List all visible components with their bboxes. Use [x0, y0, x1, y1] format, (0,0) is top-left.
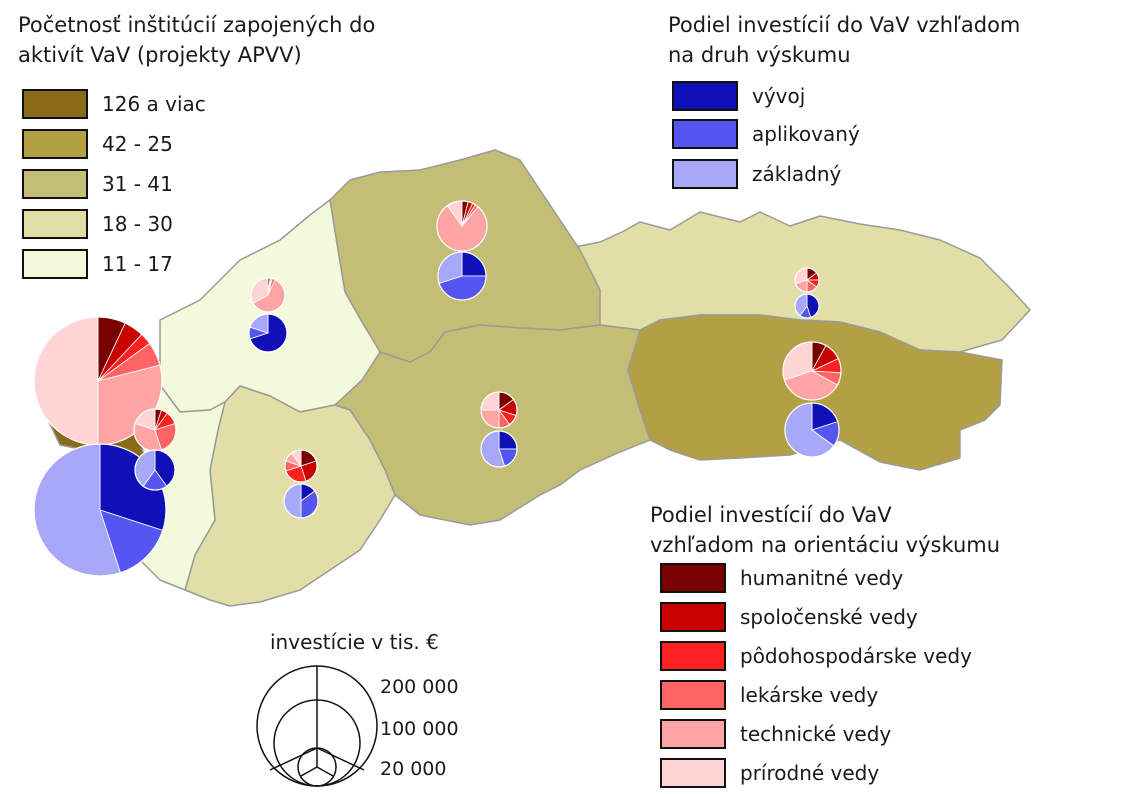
pie-slice — [33, 316, 99, 446]
pie-outline — [480, 391, 518, 429]
legend-label: humanitné vedy — [740, 566, 904, 590]
legend-swatch — [660, 719, 726, 749]
legend-orientation-social: spoločenské vedy — [660, 601, 918, 633]
institutions-legend-title: Početnosť inštitúcií zapojených do aktiv… — [18, 10, 375, 70]
legend-orientation-humanities: humanitné vedy — [660, 562, 903, 594]
scale-value-20000: 20 000 — [380, 758, 447, 780]
legend-swatch — [672, 119, 738, 149]
pie-trencin-orientation — [250, 277, 286, 313]
legend-swatch — [660, 680, 726, 710]
legend-label: 18 - 30 — [102, 212, 173, 236]
legend-swatch — [660, 563, 726, 593]
pie-outline — [794, 293, 820, 319]
pie-outline — [33, 443, 167, 577]
legend-orientation-natural: prírodné vedy — [660, 757, 879, 789]
legend-orientation-technical: technické vedy — [660, 718, 891, 750]
legend-label: technické vedy — [740, 722, 892, 746]
legend-class-3: 31 - 41 — [22, 168, 173, 200]
legend-swatch — [660, 602, 726, 632]
pie-trencin-type — [248, 313, 288, 353]
pie-nitra-type — [283, 483, 319, 519]
pie-kosice-type — [784, 402, 840, 458]
pie-zilina-type — [437, 251, 487, 301]
legend-label: pôdohospodárske vedy — [740, 644, 972, 668]
pie-banska-bystrica-orientation — [480, 391, 518, 429]
legend-label: 126 a viac — [102, 92, 206, 116]
legend-swatch — [672, 159, 738, 189]
pie-outline — [248, 313, 288, 353]
orientation-legend-title-line1: Podiel investícií do VaV — [650, 503, 892, 527]
legend-label: aplikovaný — [752, 122, 860, 146]
legend-type-basic: základný — [672, 158, 841, 190]
pie-outline — [480, 430, 518, 468]
pie-bratislava-orientation — [33, 316, 163, 446]
legend-swatch — [22, 169, 88, 199]
pie-outline — [436, 200, 488, 252]
legend-class-5: 11 - 17 — [22, 248, 173, 280]
legend-swatch — [672, 81, 738, 111]
pie-outline — [134, 449, 176, 491]
legend-swatch — [22, 89, 88, 119]
pie-kosice-orientation — [782, 341, 842, 401]
legend-swatch — [660, 641, 726, 671]
orientation-legend-title-line2: vzhľadom na orientáciu výskumu — [650, 533, 1001, 557]
legend-label: 42 - 25 — [102, 132, 173, 156]
legend-label: 31 - 41 — [102, 172, 173, 196]
pie-outline — [784, 402, 840, 458]
pie-outline — [250, 277, 286, 313]
investment-scale-graphic — [256, 665, 378, 787]
legend-type-development: vývoj — [672, 80, 805, 112]
pie-outline — [284, 449, 318, 483]
pie-outline — [437, 251, 487, 301]
institutions-legend-title-line2: aktivít VaV (projekty APVV) — [18, 43, 302, 67]
legend-label: vývoj — [752, 84, 806, 108]
orientation-legend-title: Podiel investícií do VaV vzhľadom na ori… — [650, 500, 1000, 560]
pie-trnava-orientation — [133, 408, 177, 452]
investment-scale-title: investície v tis. € — [270, 630, 439, 654]
research-type-legend-title: Podiel investícií do VaV vzhľadom na dru… — [668, 10, 1020, 70]
scale-value-200000: 200 000 — [380, 676, 459, 698]
legend-class-1: 126 a viac — [22, 88, 206, 120]
legend-swatch — [22, 129, 88, 159]
legend-class-4: 18 - 30 — [22, 208, 173, 240]
institutions-legend-title-line1: Početnosť inštitúcií zapojených do — [18, 13, 376, 37]
legend-label: 11 - 17 — [102, 252, 173, 276]
legend-swatch — [22, 209, 88, 239]
pie-outline — [283, 483, 319, 519]
legend-orientation-agricultural: pôdohospodárske vedy — [660, 640, 972, 672]
pie-outline — [794, 267, 820, 293]
legend-class-2: 42 - 25 — [22, 128, 173, 160]
legend-type-applied: aplikovaný — [672, 118, 860, 150]
legend-label: základný — [752, 162, 842, 186]
legend-label: prírodné vedy — [740, 761, 880, 785]
pie-trnava-type — [134, 449, 176, 491]
research-type-legend-title-line2: na druh výskumu — [668, 43, 851, 67]
legend-swatch — [660, 758, 726, 788]
pie-presov-orientation — [794, 267, 820, 293]
legend-orientation-medical: lekárske vedy — [660, 679, 878, 711]
pie-zilina-orientation — [436, 200, 488, 252]
research-type-legend-title-line1: Podiel investícií do VaV vzhľadom — [668, 13, 1021, 37]
pie-nitra-orientation — [284, 449, 318, 483]
pie-banska-bystrica-type — [480, 430, 518, 468]
scale-value-100000: 100 000 — [380, 718, 459, 740]
legend-label: spoločenské vedy — [740, 605, 918, 629]
legend-swatch — [22, 249, 88, 279]
pie-outline — [782, 341, 842, 401]
legend-label: lekárske vedy — [740, 683, 879, 707]
pie-presov-type — [794, 293, 820, 319]
pie-bratislava-type — [33, 443, 167, 577]
